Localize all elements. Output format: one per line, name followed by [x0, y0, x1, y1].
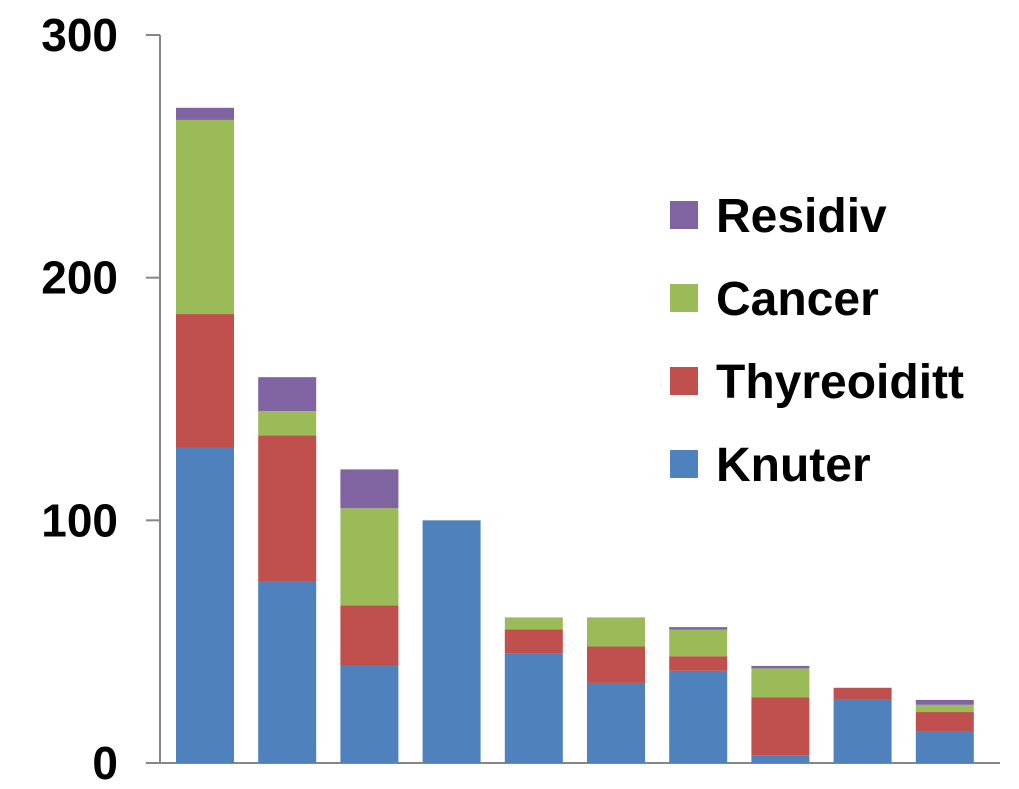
bar-segment-cancer [340, 508, 399, 606]
bar-segment-cancer [258, 411, 317, 436]
bar-segment-knuter [340, 665, 399, 763]
bar-segment-cancer [587, 617, 645, 647]
bar-segment-thyreoiditt [751, 697, 810, 756]
legend-label: Residiv [716, 190, 887, 243]
legend-item-residiv: Residiv [670, 190, 887, 243]
bar-segment-thyreoiditt [915, 712, 974, 732]
bar-segment-knuter [915, 731, 974, 763]
legend: Residiv Cancer Thyreoiditt Knuter [670, 190, 964, 492]
bar-segment-residiv [915, 699, 974, 705]
y-tick-label: 100 [41, 494, 118, 546]
bar-segment-thyreoiditt [258, 435, 317, 581]
legend-label: Thyreoiditt [716, 356, 964, 409]
y-tick-label: 0 [92, 737, 118, 784]
bar-segment-knuter [258, 581, 317, 763]
y-tick-label: 300 [41, 9, 118, 61]
legend-swatch [670, 284, 698, 312]
bar-segment-cancer [915, 704, 974, 713]
legend-label: Cancer [716, 273, 879, 326]
bar-segment-knuter [587, 682, 645, 763]
legend-swatch [670, 201, 698, 229]
bar-segment-residiv [176, 107, 234, 120]
bar-segment-cancer [751, 668, 810, 698]
bar-segment-cancer [176, 119, 234, 315]
bars-layer [176, 107, 974, 763]
legend-swatch [670, 450, 698, 478]
bar-segment-thyreoiditt [176, 314, 234, 448]
bar-segment-knuter [176, 447, 234, 763]
legend-item-cancer: Cancer [670, 273, 879, 326]
bar-segment-cancer [669, 629, 728, 657]
legend-label: Knuter [716, 439, 871, 492]
bar-segment-thyreoiditt [833, 687, 892, 700]
bar-segment-knuter [422, 520, 481, 763]
bar-segment-residiv [751, 665, 810, 669]
legend-item-knuter: Knuter [670, 439, 871, 492]
legend-swatch [670, 367, 698, 395]
bar-segment-thyreoiditt [504, 629, 563, 654]
y-tick-label: 200 [41, 252, 118, 304]
bar-segment-residiv [258, 377, 317, 412]
bar-segment-knuter [504, 653, 563, 763]
bar-segment-knuter [751, 755, 810, 763]
bar-segment-thyreoiditt [340, 605, 399, 666]
bar-segment-cancer [504, 617, 563, 630]
bar-segment-thyreoiditt [669, 656, 728, 671]
bar-segment-thyreoiditt [587, 646, 645, 683]
bar-segment-residiv [669, 627, 728, 630]
bar-segment-knuter [833, 699, 892, 763]
legend-item-thyreoiditt: Thyreoiditt [670, 356, 964, 409]
bar-segment-knuter [669, 670, 728, 763]
bar-segment-residiv [340, 469, 399, 509]
